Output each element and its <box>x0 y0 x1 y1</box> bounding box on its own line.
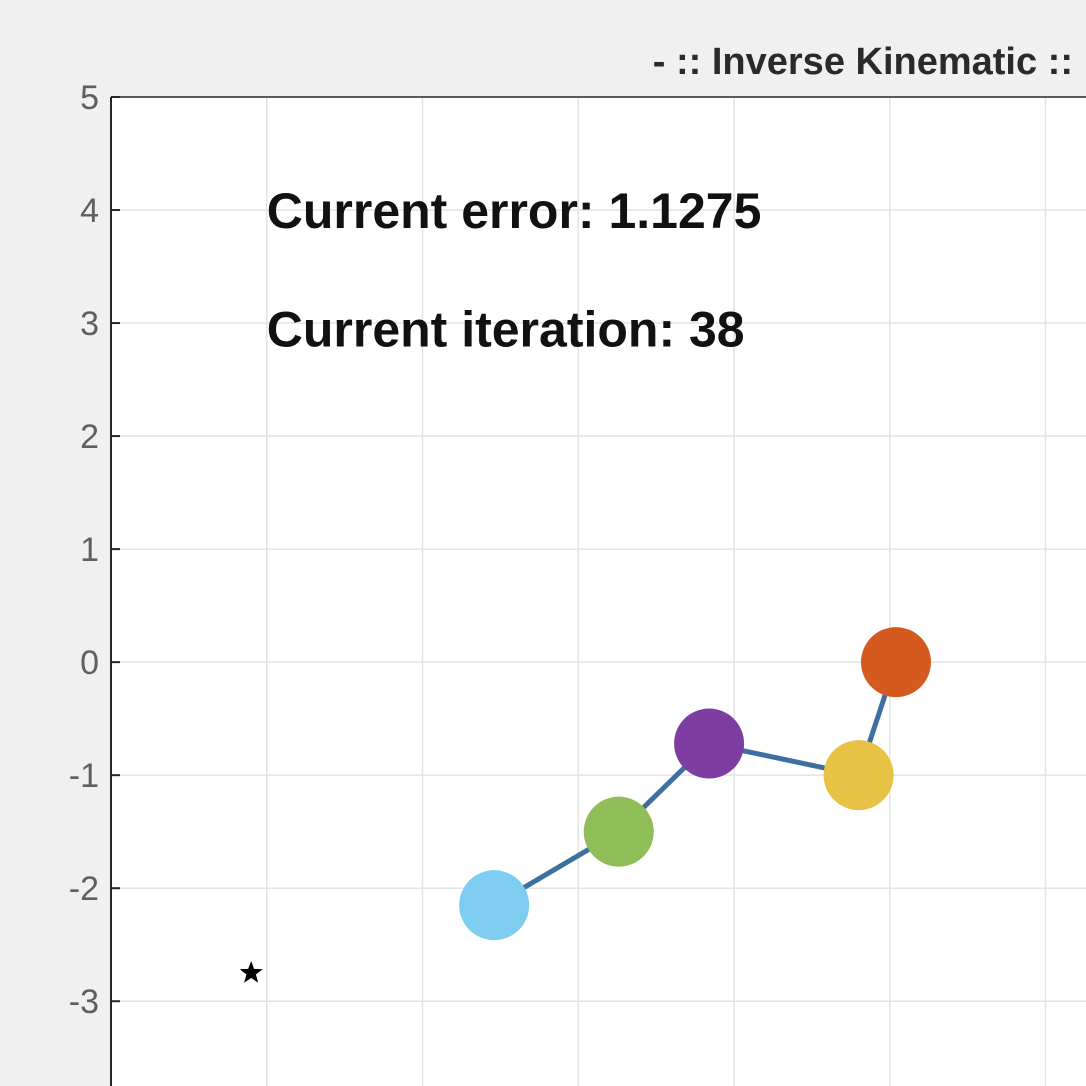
arm-joint <box>860 627 931 698</box>
arm-joint <box>823 740 894 811</box>
target-star <box>239 961 263 983</box>
y-tick-label: 1 <box>80 531 99 569</box>
y-tick-label: 0 <box>80 644 99 682</box>
grid <box>111 97 1086 1086</box>
annotation-text: Current iteration: 38 <box>267 302 745 358</box>
arm-joint <box>583 796 654 867</box>
annotations: Current error: 1.1275 Current iteration: … <box>267 183 762 358</box>
target-marker <box>239 961 263 983</box>
annotation-text: Current error: 1.1275 <box>267 183 762 239</box>
y-tick-label: 3 <box>80 305 99 343</box>
y-tick-label: 5 <box>80 79 99 117</box>
arm-joint <box>674 708 745 779</box>
y-tick-label: -3 <box>69 983 99 1021</box>
chart-title: - :: Inverse Kinematic :: <box>653 41 1073 83</box>
y-tick-label: 2 <box>80 418 99 456</box>
plot-area <box>111 97 1086 1086</box>
y-tick-label: -1 <box>69 757 99 795</box>
arm-joint <box>459 870 530 941</box>
y-tick-label: 4 <box>80 192 99 230</box>
y-tick-label: -2 <box>69 870 99 908</box>
robot-arm <box>459 627 931 941</box>
y-ticks: 5 4 3 2 1 0 -1 -2 -3 <box>69 79 120 1021</box>
